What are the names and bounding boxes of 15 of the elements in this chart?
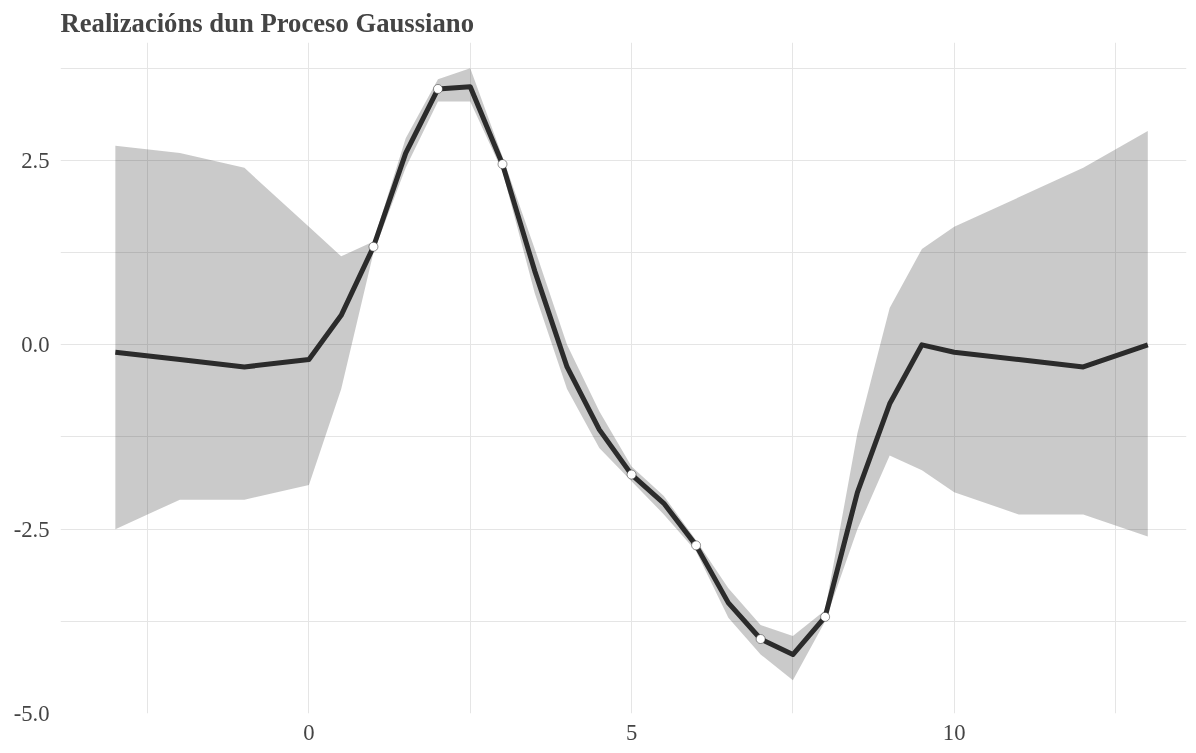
point [691,540,701,551]
x-tick-label: 0 [303,719,315,745]
text: -5.0 [13,701,50,726]
point [820,612,830,622]
y-tick-label: -2.5 [13,516,50,542]
point [368,242,379,252]
point [497,159,508,169]
point [626,469,637,480]
point [433,84,443,94]
x-tick-label: 5 [625,719,638,745]
chart-title: Realizacións dun Proceso Gaussiano [60,7,474,38]
x-tick-label: 10 [942,719,966,745]
y-tick-label: 0.0 [21,332,50,358]
y-tick-label: 2.5 [21,147,50,173]
point [755,634,766,644]
